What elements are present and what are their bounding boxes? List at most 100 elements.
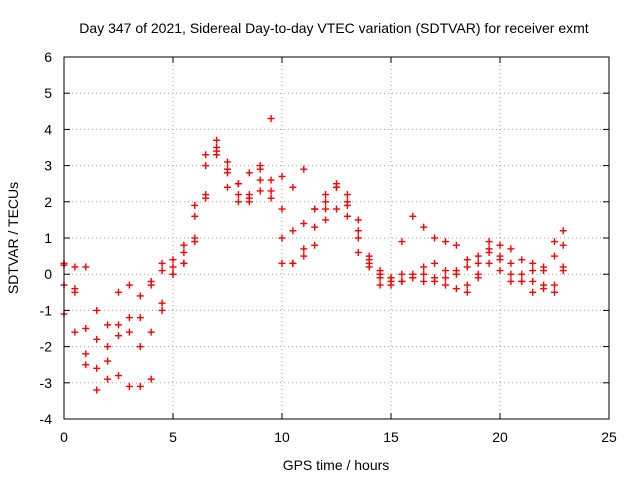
data-point xyxy=(442,238,449,246)
data-point xyxy=(311,241,319,249)
data-point xyxy=(442,274,449,282)
data-point xyxy=(82,361,90,369)
data-point xyxy=(191,234,199,242)
data-point xyxy=(507,259,515,267)
data-point xyxy=(398,277,406,285)
data-point xyxy=(104,321,112,329)
data-point xyxy=(474,252,482,260)
data-point xyxy=(278,205,286,213)
data-point xyxy=(136,343,144,351)
data-point xyxy=(452,241,460,249)
data-point xyxy=(115,321,122,329)
data-point xyxy=(169,263,177,271)
data-point xyxy=(71,263,79,271)
data-point xyxy=(354,234,362,242)
data-point xyxy=(343,198,351,206)
data-point xyxy=(169,256,177,264)
data-point xyxy=(224,158,231,166)
data-point xyxy=(136,292,144,300)
x-tick-label: 25 xyxy=(601,429,617,445)
data-point xyxy=(496,252,504,260)
data-point xyxy=(300,220,308,228)
data-point xyxy=(463,256,471,264)
data-point xyxy=(202,151,210,159)
data-point xyxy=(485,259,493,267)
data-point xyxy=(376,281,384,289)
data-point xyxy=(158,267,166,275)
data-point xyxy=(387,281,395,289)
data-point xyxy=(463,281,471,289)
data-point xyxy=(540,281,548,289)
data-point xyxy=(104,343,112,351)
data-point xyxy=(559,241,567,249)
data-point xyxy=(202,162,210,170)
series-track-3 xyxy=(60,151,567,390)
data-point xyxy=(267,115,275,123)
data-point xyxy=(322,216,330,224)
data-point xyxy=(256,187,264,195)
data-point xyxy=(540,263,548,271)
data-point xyxy=(529,277,537,285)
x-tick-label: 20 xyxy=(492,429,508,445)
y-tick-label: 3 xyxy=(44,158,52,174)
data-point xyxy=(343,212,351,220)
series-track-4 xyxy=(60,115,567,394)
data-point xyxy=(365,259,373,267)
data-point xyxy=(180,259,188,267)
data-point xyxy=(82,263,90,271)
data-point xyxy=(180,241,188,249)
y-tick-label: 6 xyxy=(44,49,52,65)
data-point xyxy=(551,252,558,260)
data-point xyxy=(147,281,155,289)
data-point xyxy=(442,267,449,275)
data-point xyxy=(518,270,526,278)
data-point xyxy=(267,176,275,184)
data-point xyxy=(365,252,373,260)
data-point xyxy=(158,299,166,307)
y-axis-label: SDTVAR / TECUs xyxy=(5,182,21,294)
x-axis-label: GPS time / hours xyxy=(283,457,390,473)
data-point xyxy=(507,277,515,285)
data-point xyxy=(278,259,286,267)
data-point xyxy=(518,277,526,285)
x-tick-label: 5 xyxy=(169,429,177,445)
x-tick-label: 15 xyxy=(383,429,399,445)
x-tick-label: 0 xyxy=(60,429,68,445)
data-point xyxy=(169,270,177,278)
data-point xyxy=(115,332,122,340)
data-point xyxy=(82,350,90,358)
data-point xyxy=(551,288,558,296)
data-point xyxy=(529,259,537,267)
y-tick-label: 0 xyxy=(44,266,52,282)
data-point xyxy=(136,382,144,390)
data-point xyxy=(551,281,558,289)
data-point xyxy=(289,259,297,267)
data-point xyxy=(71,285,79,293)
data-point xyxy=(452,267,460,275)
data-point xyxy=(529,267,537,275)
data-point xyxy=(256,176,264,184)
data-point xyxy=(93,306,101,314)
y-tick-label: 5 xyxy=(44,85,52,101)
data-point xyxy=(71,328,79,336)
data-point xyxy=(82,325,90,332)
data-point xyxy=(289,227,297,235)
data-point xyxy=(158,259,166,267)
data-point xyxy=(333,205,340,213)
x-tick-label: 10 xyxy=(274,429,290,445)
data-point xyxy=(93,364,101,372)
data-point xyxy=(115,288,122,296)
data-point xyxy=(115,372,122,380)
data-point xyxy=(147,328,155,336)
data-point xyxy=(245,169,253,177)
data-point xyxy=(300,245,308,253)
data-point xyxy=(474,270,482,278)
data-point xyxy=(420,223,428,231)
data-point xyxy=(267,194,275,202)
data-point xyxy=(136,314,144,322)
data-point xyxy=(322,191,330,199)
data-point xyxy=(333,183,340,191)
y-tick-label: -2 xyxy=(40,339,53,355)
data-point xyxy=(387,274,395,282)
chart-title: Day 347 of 2021, Sidereal Day-to-day VTE… xyxy=(79,20,588,36)
